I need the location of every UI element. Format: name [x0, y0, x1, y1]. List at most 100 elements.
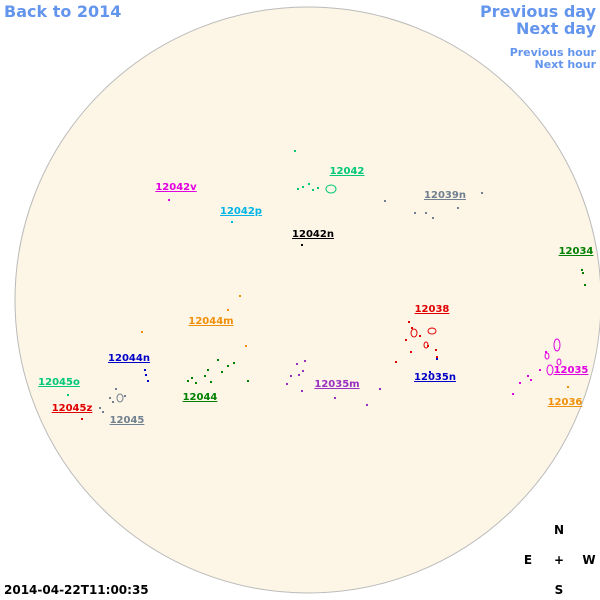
sunspot	[217, 359, 219, 361]
sunspot	[581, 269, 583, 271]
sunspot	[245, 345, 247, 347]
sunspot	[366, 404, 368, 406]
sunspot	[227, 309, 229, 311]
region-label[interactable]: 12035m	[314, 379, 359, 390]
compass-north: N	[554, 523, 564, 537]
sunspot	[545, 351, 547, 353]
region-label[interactable]: 12044m	[188, 316, 233, 327]
region-label[interactable]: 12036	[548, 397, 583, 408]
region-label[interactable]: 12038	[415, 304, 450, 315]
sunspot	[334, 397, 336, 399]
region-label[interactable]: 12035	[554, 365, 589, 376]
sunspot	[102, 411, 104, 413]
sunspot	[308, 183, 310, 185]
sunspot	[584, 284, 586, 286]
region-label[interactable]: 12034	[559, 246, 594, 257]
sunspot-group	[544, 352, 550, 360]
sunspot	[582, 272, 584, 274]
region-label[interactable]: 12044	[183, 392, 218, 403]
next-hour-link[interactable]: Next hour	[535, 58, 597, 71]
sunspot	[99, 407, 101, 409]
sunspot	[227, 365, 229, 367]
region-label[interactable]: 12044n	[108, 353, 150, 364]
sunspot	[141, 331, 143, 333]
sunspot	[247, 380, 249, 382]
sunspot	[221, 371, 223, 373]
region-label[interactable]: 12035n	[414, 372, 456, 383]
sunspot	[432, 217, 434, 219]
sunspot	[195, 382, 197, 384]
sunspot	[147, 380, 149, 382]
sunspot-group	[546, 364, 554, 376]
sunspot-group	[556, 358, 562, 366]
sunspot	[81, 418, 83, 420]
sunspot	[436, 358, 438, 360]
sunspot	[567, 386, 569, 388]
sunspot	[145, 374, 147, 376]
previous-hour-link[interactable]: Previous hour	[510, 46, 597, 59]
sunspot	[527, 375, 529, 377]
sunspot	[298, 374, 300, 376]
sunspot	[457, 207, 459, 209]
region-label[interactable]: 12042n	[292, 229, 334, 240]
sunspot-group	[423, 341, 429, 349]
sunspot	[519, 382, 521, 384]
sunspot	[301, 390, 303, 392]
next-day-link[interactable]: Next day	[516, 19, 597, 38]
sunspot-group	[325, 184, 337, 194]
sunspot	[112, 401, 114, 403]
sunspot	[233, 362, 235, 364]
region-label[interactable]: 12039n	[424, 190, 466, 201]
sunspot	[290, 375, 292, 377]
sunspot	[191, 377, 193, 379]
sunspot	[408, 321, 410, 323]
sunspot	[124, 395, 126, 397]
sunspot	[436, 356, 438, 358]
region-label[interactable]: 12045o	[38, 377, 80, 388]
sunspot	[384, 200, 386, 202]
sunspot	[168, 199, 170, 201]
sunspot	[115, 388, 117, 390]
sunspot	[429, 371, 431, 373]
sunspot-group	[116, 393, 124, 403]
sunspot	[187, 380, 189, 382]
sunspot	[204, 375, 206, 377]
region-label[interactable]: 12042v	[155, 182, 197, 193]
solar-disk	[14, 6, 600, 594]
sunspot	[210, 381, 212, 383]
sunspot	[512, 393, 514, 395]
compass-south: S	[555, 583, 564, 597]
sunspot	[481, 192, 483, 194]
sunspot-group	[410, 328, 418, 338]
region-label[interactable]: 12045z	[52, 403, 93, 414]
sunspot	[425, 212, 427, 214]
sunspot	[239, 295, 241, 297]
sunspot	[301, 244, 303, 246]
sunspot	[530, 379, 532, 381]
sunspot	[207, 369, 209, 371]
sunspot	[296, 363, 298, 365]
compass-center: +	[554, 553, 564, 567]
sunspot	[231, 221, 233, 223]
sunspot	[411, 327, 413, 329]
compass-east: E	[524, 553, 532, 567]
back-link[interactable]: Back to 2014	[4, 2, 121, 21]
sunspot	[410, 351, 412, 353]
sunspot-group	[427, 327, 437, 335]
sunspot	[304, 360, 306, 362]
sunspot	[297, 188, 299, 190]
sunspot	[317, 187, 319, 189]
sunspot	[379, 388, 381, 390]
region-label[interactable]: 12042	[330, 166, 365, 177]
sunspot-group	[553, 338, 561, 352]
sunspot	[312, 189, 314, 191]
region-label[interactable]: 12042p	[220, 206, 262, 217]
region-label[interactable]: 12045	[110, 415, 145, 426]
compass-west: W	[582, 553, 595, 567]
sunspot	[302, 186, 304, 188]
sunspot	[109, 397, 111, 399]
previous-day-link[interactable]: Previous day	[480, 2, 597, 21]
timestamp: 2014-04-22T11:00:35	[4, 583, 149, 597]
